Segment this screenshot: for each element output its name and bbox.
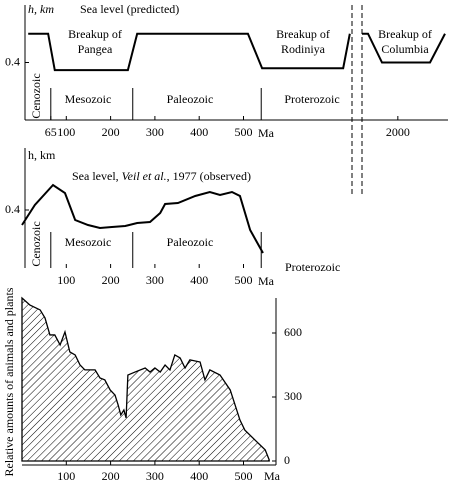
x-tick-label: 100	[57, 125, 75, 139]
line	[21, 183, 264, 254]
x-tick-label: 2000	[386, 125, 410, 139]
period-label: Proterozoic	[285, 260, 340, 274]
x-tick-label: 500	[235, 469, 253, 483]
annotation: Breakup of	[68, 27, 122, 41]
period-label: Paleozoic	[167, 92, 214, 106]
annotation: Columbia	[381, 42, 429, 56]
period-label: Paleozoic	[167, 235, 214, 249]
x-tick-label: 500	[235, 125, 253, 139]
title: Sea level, Veil et al., 1977 (observed)	[72, 169, 251, 183]
x-label: Ma	[258, 274, 275, 288]
y-label: h, km	[28, 148, 56, 162]
x-tick-label: 100	[57, 469, 75, 483]
y-tick-label: 300	[284, 389, 302, 403]
title: Sea level (predicted)	[80, 2, 179, 16]
annotation: Pangea	[78, 42, 113, 56]
title-part: Sea level,	[72, 169, 122, 183]
annotation: Breakup of	[276, 27, 330, 41]
x-tick-label: 400	[190, 469, 208, 483]
period-label: Mesozoic	[65, 92, 112, 106]
x-tick-label: 300	[146, 273, 164, 287]
annotation: Breakup of	[378, 27, 432, 41]
x-tick-label: 300	[146, 469, 164, 483]
y-tick-label: 600	[284, 325, 302, 339]
x-label: Ma	[258, 126, 275, 140]
y-label: h, km	[28, 2, 54, 16]
x-tick-label: 500	[235, 273, 253, 287]
x-tick-label: 400	[190, 125, 208, 139]
y-tick-label: 0	[284, 453, 290, 467]
annotation: Rodiniya	[281, 42, 326, 56]
y-label: Relative amounts of animals and plants	[2, 287, 16, 476]
title-part: Veil et al.	[122, 169, 167, 183]
title-part: , 1977 (observed)	[167, 169, 251, 183]
y-tick-label: 0.4	[5, 54, 20, 68]
area	[21, 296, 270, 462]
x-tick-label: 65	[45, 125, 57, 139]
period-label: Mesozoic	[65, 235, 112, 249]
x-tick-label: 400	[190, 273, 208, 287]
period-label: Cenozoic	[29, 73, 43, 118]
line	[28, 32, 351, 72]
x-tick-label: 200	[102, 273, 120, 287]
x-tick-label: 200	[102, 469, 120, 483]
x-tick-label: 200	[102, 125, 120, 139]
x-tick-label: 100	[57, 273, 75, 287]
period-label: Cenozoic	[29, 221, 43, 266]
x-label: Ma	[264, 469, 281, 483]
period-label: Proterozoic	[284, 92, 339, 106]
line	[362, 32, 446, 64]
y-tick-label: 0.4	[5, 202, 20, 216]
x-tick-label: 300	[146, 125, 164, 139]
